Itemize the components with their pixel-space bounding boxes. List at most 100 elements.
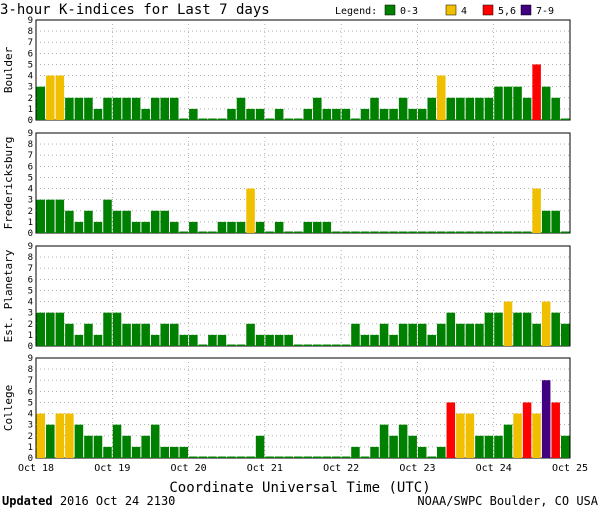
panel-frame bbox=[35, 19, 571, 121]
bar bbox=[65, 210, 74, 233]
y-tick-label: 0 bbox=[28, 229, 33, 239]
bar bbox=[246, 456, 255, 458]
x-tick-label: Oct 18 bbox=[18, 463, 54, 474]
bar bbox=[227, 344, 236, 346]
bar bbox=[560, 435, 570, 458]
bar bbox=[332, 456, 341, 458]
y-tick-label: 2 bbox=[28, 320, 33, 330]
bar bbox=[360, 231, 370, 233]
y-tick-label: 3 bbox=[28, 421, 33, 431]
bar bbox=[293, 456, 303, 458]
bar bbox=[341, 231, 351, 233]
bar bbox=[227, 108, 236, 120]
bar bbox=[341, 456, 351, 458]
bar bbox=[513, 312, 522, 346]
bar bbox=[284, 334, 293, 346]
bar bbox=[84, 97, 93, 120]
bar bbox=[112, 210, 122, 233]
chart-title: 3-hour K-indices for Last 7 days bbox=[0, 2, 270, 18]
bar bbox=[484, 435, 494, 458]
bar bbox=[389, 334, 398, 346]
x-tick-label: Oct 22 bbox=[323, 463, 359, 474]
bar bbox=[313, 221, 322, 233]
y-tick-label: 4 bbox=[28, 298, 33, 308]
bar bbox=[122, 435, 131, 458]
bar bbox=[303, 456, 313, 458]
bar bbox=[389, 231, 398, 233]
bar bbox=[322, 344, 332, 346]
bar bbox=[208, 456, 217, 458]
bar bbox=[160, 323, 169, 346]
bar bbox=[217, 118, 227, 120]
y-tick-label: 9 bbox=[28, 129, 33, 139]
bar bbox=[379, 323, 389, 346]
bar bbox=[370, 97, 379, 120]
bar bbox=[36, 413, 46, 458]
bar bbox=[522, 312, 532, 346]
bar bbox=[465, 231, 475, 233]
bar bbox=[360, 456, 370, 458]
y-tick-label: 3 bbox=[28, 196, 33, 206]
bar bbox=[84, 435, 93, 458]
bar bbox=[112, 97, 122, 120]
bar bbox=[408, 435, 417, 458]
y-tick-label: 8 bbox=[28, 140, 33, 150]
bar bbox=[370, 231, 379, 233]
bar bbox=[170, 446, 179, 458]
bar bbox=[427, 334, 436, 346]
bar bbox=[274, 108, 284, 120]
bar bbox=[141, 108, 150, 120]
bar bbox=[36, 312, 46, 346]
y-tick-label: 5 bbox=[28, 398, 33, 408]
bar bbox=[265, 231, 274, 233]
bar bbox=[112, 312, 122, 346]
legend-entry-label-2: 5,6 bbox=[498, 6, 516, 17]
y-tick-label: 7 bbox=[28, 151, 33, 161]
legend-entry-label-3: 7-9 bbox=[536, 6, 554, 17]
x-tick-label: Oct 24 bbox=[476, 463, 512, 474]
bar bbox=[293, 118, 303, 120]
bar bbox=[370, 334, 379, 346]
bar bbox=[55, 75, 65, 120]
panel-label: Fredericksburg bbox=[2, 137, 15, 230]
bar bbox=[198, 118, 208, 120]
y-tick-label: 5 bbox=[28, 173, 33, 183]
y-tick-label: 6 bbox=[28, 49, 33, 59]
bar bbox=[427, 231, 436, 233]
bar bbox=[513, 231, 522, 233]
bar bbox=[179, 231, 189, 233]
bar bbox=[379, 108, 389, 120]
legend-swatch-1 bbox=[445, 4, 457, 16]
y-tick-label: 6 bbox=[28, 387, 33, 397]
x-tick-label: Oct 20 bbox=[171, 463, 207, 474]
bar bbox=[65, 97, 74, 120]
bar bbox=[484, 97, 494, 120]
bar bbox=[437, 446, 446, 458]
bar bbox=[360, 108, 370, 120]
bar bbox=[36, 86, 46, 120]
bar bbox=[274, 334, 284, 346]
bar bbox=[84, 210, 93, 233]
bar bbox=[408, 108, 417, 120]
bar bbox=[437, 75, 446, 120]
bar bbox=[122, 210, 131, 233]
bar bbox=[560, 323, 570, 346]
bar bbox=[303, 221, 313, 233]
bar bbox=[179, 118, 189, 120]
bar bbox=[351, 118, 360, 120]
bar bbox=[522, 402, 532, 458]
bar bbox=[170, 97, 179, 120]
bar bbox=[36, 199, 46, 233]
y-tick-label: 8 bbox=[28, 27, 33, 37]
bar bbox=[246, 188, 255, 233]
bar bbox=[217, 221, 227, 233]
bar bbox=[513, 86, 522, 120]
bar bbox=[446, 402, 456, 458]
bar bbox=[103, 97, 112, 120]
bar bbox=[255, 108, 265, 120]
bar bbox=[532, 323, 541, 346]
bar bbox=[313, 456, 322, 458]
bar bbox=[389, 108, 398, 120]
